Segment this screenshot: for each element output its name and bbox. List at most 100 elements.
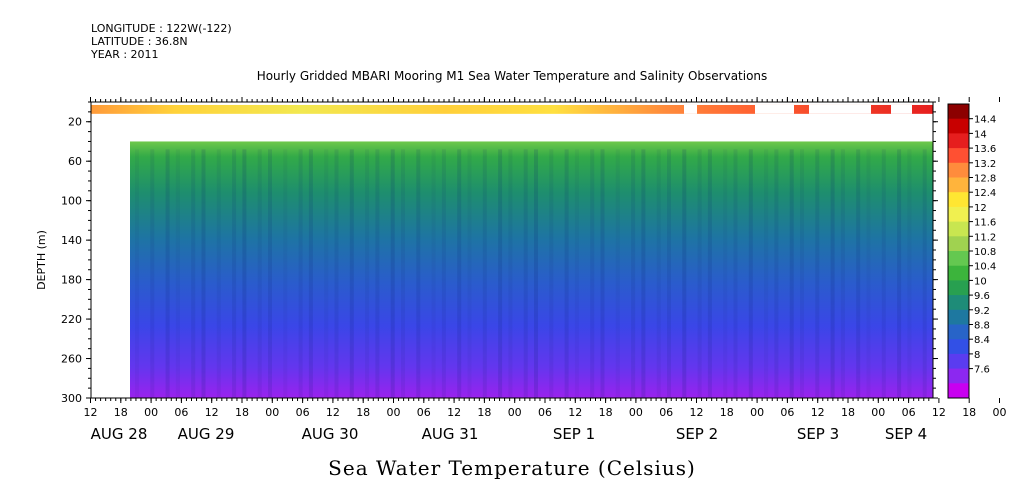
variability-stripe [257, 149, 262, 398]
colorbar-swatch [948, 324, 969, 340]
colorbar-label: 10.4 [974, 262, 996, 273]
colorbar-label: 8 [974, 350, 980, 361]
x-hour-label: 00 [144, 406, 158, 419]
latitude-label: LATITUDE : 36.8N [91, 35, 188, 48]
x-hour-label: 12 [205, 406, 219, 419]
variability-stripe [457, 149, 462, 398]
variability-stripe [283, 149, 288, 398]
y-tick-label: 60 [68, 155, 82, 168]
x-hour-label: 00 [508, 406, 522, 419]
variability-stripe [600, 149, 605, 398]
variability-stripe [615, 149, 620, 398]
variability-stripe [216, 149, 221, 398]
x-hour-label: 06 [296, 406, 310, 419]
colorbar-label: 14.4 [974, 115, 996, 126]
variability-stripe [697, 149, 702, 398]
variability-stripe [549, 149, 554, 398]
colorbar-swatch [948, 295, 969, 311]
variability-stripe [508, 149, 513, 398]
y-tick-label: 220 [61, 313, 82, 326]
x-hour-label: 18 [235, 406, 249, 419]
x-day-label: SEP 4 [885, 425, 927, 443]
y-tick-label: 100 [61, 195, 82, 208]
variability-stripe [534, 149, 538, 398]
variability-stripe [401, 149, 405, 398]
variability-stripe [707, 149, 712, 398]
x-hour-label: 06 [417, 406, 431, 419]
y-tick-label: 260 [61, 353, 82, 366]
colorbar-label: 8.4 [974, 335, 990, 346]
longitude-label: LONGITUDE : 122W(-122) [91, 22, 232, 35]
variability-stripe [416, 149, 421, 398]
x-hour-label: 12 [447, 406, 461, 419]
colorbar-label: 11.2 [974, 232, 996, 243]
x-hour-label: 06 [780, 406, 794, 419]
colorbar-label: 7.6 [974, 365, 990, 376]
variability-stripe [268, 149, 272, 398]
x-hour-label: 00 [265, 406, 279, 419]
variability-stripe [631, 149, 636, 398]
variability-stripe [191, 149, 196, 398]
variability-stripe [897, 149, 902, 398]
colorbar-swatch [948, 162, 969, 178]
variability-stripe [641, 149, 646, 398]
variability-stripe [232, 149, 237, 398]
colorbar-swatch [948, 265, 969, 281]
x-hour-label: 12 [568, 406, 582, 419]
colorbar-swatch [948, 192, 969, 208]
colorbar-swatch [948, 383, 969, 399]
year-label: YEAR : 2011 [91, 48, 159, 61]
variability-stripe [324, 149, 329, 398]
variability-stripe [800, 149, 804, 398]
colorbar-label: 12.8 [974, 174, 996, 185]
colorbar-swatch [948, 368, 969, 384]
variability-stripe [431, 149, 436, 398]
colorbar-swatch [948, 206, 969, 223]
colorbar-swatch [948, 104, 969, 120]
x-hour-label: 06 [174, 406, 188, 419]
x-hour-label: 12 [84, 406, 98, 419]
variability-stripe [365, 149, 370, 398]
x-day-label: AUG 31 [422, 425, 479, 443]
x-hour-label: 18 [356, 406, 370, 419]
colorbar-label: 12.4 [974, 188, 996, 199]
x-hour-label: 00 [993, 406, 1007, 419]
variability-stripe [590, 149, 595, 398]
variability-stripe [201, 149, 206, 398]
x-hour-label: 18 [962, 406, 976, 419]
variability-stripe [866, 149, 871, 398]
variability-stripe [856, 149, 861, 398]
variability-stripe [482, 149, 487, 398]
variability-stripe [733, 149, 738, 398]
x-hour-label: 06 [538, 406, 552, 419]
x-hour-label: 12 [932, 406, 946, 419]
variability-stripe [764, 149, 769, 398]
variability-stripe [308, 149, 313, 398]
x-hour-label: 12 [811, 406, 825, 419]
variability-stripe [748, 149, 753, 398]
colorbar-swatch [948, 177, 969, 193]
colorbar-swatch [948, 236, 969, 252]
variability-stripe [815, 149, 820, 398]
y-axis-title: DEPTH (m) [35, 230, 48, 290]
variability-stripe [723, 149, 728, 398]
variability-stripe [334, 149, 339, 398]
colorbar-swatch [948, 148, 969, 164]
surface-gap-1 [755, 104, 794, 114]
x-hour-label: 06 [902, 406, 916, 419]
colorbar-swatch [948, 133, 969, 149]
variability-stripe [656, 149, 661, 398]
colorbar-swatch [948, 353, 969, 370]
colorbar-swatch [948, 309, 969, 325]
variability-stripe [564, 149, 569, 398]
colorbar-swatch [948, 251, 969, 267]
variability-stripe [922, 149, 927, 398]
variability-stripe [574, 149, 579, 398]
y-tick-label: 140 [61, 234, 82, 247]
variability-stripe [667, 149, 671, 398]
variability-stripe [150, 149, 155, 398]
colorbar-label: 8.8 [974, 321, 990, 332]
variability-stripe [242, 149, 247, 398]
y-tick-label: 180 [61, 274, 82, 287]
